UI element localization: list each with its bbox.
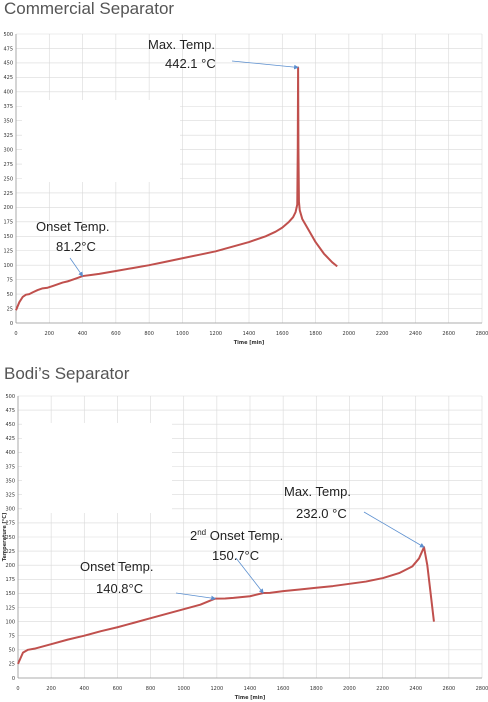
x-tick-label: 1200 (209, 331, 222, 337)
y-tick-label: 0 (10, 321, 13, 327)
x-tick-label: 2400 (409, 331, 422, 337)
y-tick-label: 250 (3, 176, 13, 182)
y-tick-label: 50 (9, 648, 15, 654)
x-tick-label: 0 (16, 686, 19, 692)
x-tick-label: 1800 (310, 686, 323, 692)
x-tick-label: 2600 (442, 686, 455, 692)
blank-overlay (22, 100, 180, 182)
annotation-arrow (235, 557, 264, 594)
chart-2-title: Bodi’s Separator (4, 364, 130, 383)
y-tick-label: 250 (5, 535, 15, 541)
annotation-value: 81.2°C (56, 239, 96, 254)
annotation-label: Max. Temp. (284, 484, 351, 499)
annotation-arrow (363, 511, 425, 548)
y-tick-label: 325 (3, 133, 13, 139)
x-tick-label: 600 (111, 331, 121, 337)
y-tick-label: 500 (5, 394, 15, 400)
x-axis-title: Time [min] (235, 695, 266, 701)
y-tick-label: 275 (5, 521, 15, 527)
annotation-label: Onset Temp. (80, 559, 153, 574)
y-tick-label: 450 (5, 422, 15, 428)
x-tick-label: 0 (14, 331, 17, 337)
x-tick-label: 2000 (343, 686, 356, 692)
y-tick-label: 475 (3, 46, 13, 52)
x-tick-label: 2000 (342, 331, 355, 337)
y-tick-label: 350 (3, 119, 13, 125)
x-tick-label: 2400 (409, 686, 422, 692)
x-tick-label: 2200 (376, 686, 389, 692)
annotation-arrow (69, 257, 84, 277)
y-tick-label: 425 (3, 75, 13, 81)
y-tick-label: 300 (3, 147, 13, 153)
y-tick-label: 175 (3, 220, 13, 226)
y-tick-label: 450 (3, 61, 13, 67)
y-tick-label: 75 (9, 634, 15, 640)
y-tick-label: 325 (5, 493, 15, 499)
y-tick-label: 150 (3, 234, 13, 240)
y-tick-label: 0 (12, 676, 15, 682)
y-tick-label: 50 (7, 292, 13, 298)
x-tick-label: 1400 (243, 331, 256, 337)
x-tick-label: 400 (80, 686, 90, 692)
x-tick-label: 800 (146, 686, 156, 692)
annotation-label: 2nd Onset Temp. (190, 528, 283, 543)
y-tick-label: 100 (5, 619, 15, 625)
y-tick-label: 125 (3, 249, 13, 255)
x-tick-label: 1400 (244, 686, 257, 692)
x-tick-label: 1000 (177, 686, 190, 692)
blank-overlay (22, 423, 172, 513)
y-tick-label: 200 (3, 205, 13, 211)
y-tick-label: 300 (5, 507, 15, 513)
y-tick-label: 475 (5, 408, 15, 414)
y-tick-label: 375 (3, 104, 13, 110)
commercial-separator-chart: 0 25 50 75 100 125 150 175 200 225 250 275 300 325 350… (3, 32, 488, 346)
y-axis-title: Temperature [°C] (2, 513, 8, 561)
y-tick-label: 25 (7, 306, 13, 312)
y-tick-label: 125 (5, 605, 15, 611)
y-tick-label: 200 (5, 563, 15, 569)
x-axis-title: Time [min] (234, 340, 265, 346)
annotation-arrow (175, 592, 216, 601)
y-tick-label: 275 (3, 162, 13, 168)
x-tick-label: 2800 (476, 331, 488, 337)
x-tick-label: 1800 (309, 331, 322, 337)
y-tick-label: 150 (5, 591, 15, 597)
x-tick-label: 800 (144, 331, 154, 337)
y-tick-label: 500 (3, 32, 13, 38)
x-tick-label: 1600 (277, 686, 290, 692)
y-tick-label: 100 (3, 263, 13, 269)
y-tick-label: 175 (5, 577, 15, 583)
series-line (17, 546, 435, 665)
y-tick-label: 350 (5, 478, 15, 484)
y-tick-label: 225 (3, 191, 13, 197)
y-tick-label: 425 (5, 436, 15, 442)
series-line (15, 66, 338, 311)
x-tick-label: 200 (46, 686, 56, 692)
x-tick-label: 2200 (376, 331, 389, 337)
y-tick-label: 375 (5, 464, 15, 470)
annotation-label: Max. Temp. (148, 37, 215, 52)
annotation-value: 140.8°C (96, 581, 143, 596)
chart-1-title: Commercial Separator (4, 0, 175, 18)
annotation-arrow (231, 60, 299, 70)
x-tick-label: 600 (113, 686, 123, 692)
y-tick-label: 225 (5, 549, 15, 555)
x-tick-label: 400 (78, 331, 88, 337)
annotation-value: 232.0 °C (296, 506, 347, 521)
y-tick-label: 400 (5, 450, 15, 456)
y-tick-label: 25 (9, 662, 15, 668)
annotation-label: Onset Temp. (36, 219, 109, 234)
y-tick-label: 75 (7, 277, 13, 283)
x-tick-label: 2800 (476, 686, 488, 692)
x-tick-label: 2600 (442, 331, 455, 337)
x-tick-label: 200 (45, 331, 55, 337)
x-tick-label: 1600 (276, 331, 289, 337)
annotation-value: 150.7°C (212, 548, 259, 563)
bodi-separator-chart: 0 25 50 75 100 125 150 175 200 225 250 275 300 325 350… (2, 394, 488, 701)
x-tick-label: 1200 (210, 686, 223, 692)
x-tick-label: 1000 (176, 331, 189, 337)
annotation-value: 442.1 °C (165, 56, 216, 71)
y-tick-label: 400 (3, 90, 13, 96)
